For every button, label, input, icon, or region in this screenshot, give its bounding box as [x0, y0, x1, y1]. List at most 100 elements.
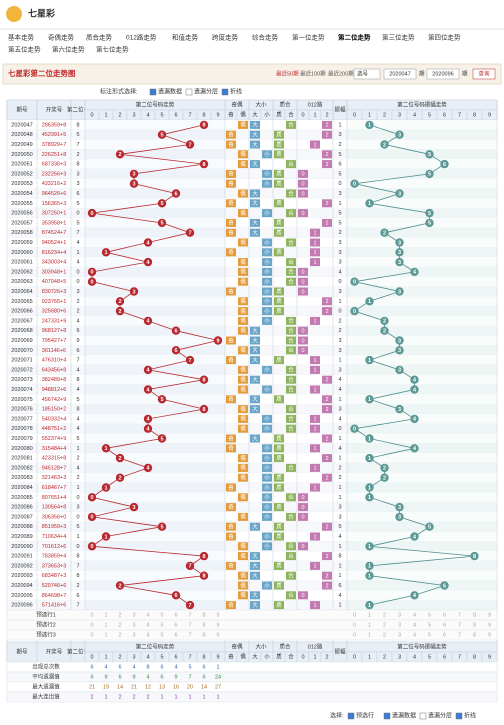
preselect-digit[interactable]: 1 [104, 612, 107, 618]
preselect-digit[interactable]: 2 [383, 612, 386, 618]
range-link[interactable]: 最近100期 [300, 69, 326, 77]
preselect-digit[interactable]: 6 [443, 622, 446, 628]
checkbox-label[interactable]: 折线 [464, 712, 476, 720]
nav-link[interactable]: 第五位走势 [8, 45, 41, 54]
preselect-digit[interactable]: 0 [353, 632, 356, 638]
preselect-digit[interactable]: 2 [118, 622, 121, 628]
preselect-digit[interactable]: 0 [353, 622, 356, 628]
preselect-digit[interactable]: 7 [458, 622, 461, 628]
preselect-digit[interactable]: 4 [413, 612, 416, 618]
preselect-digit[interactable]: 3 [398, 612, 401, 618]
nav-link[interactable]: 基本走势 [8, 33, 35, 42]
preselect-digit[interactable]: 0 [90, 632, 93, 638]
preselect-digit[interactable]: 8 [473, 632, 476, 638]
preselect-digit[interactable]: 9 [216, 632, 219, 638]
preselect-digit[interactable]: 6 [443, 612, 446, 618]
preselect-digit[interactable]: 3 [132, 632, 135, 638]
preselect-digit[interactable]: 3 [398, 622, 401, 628]
nav-link[interactable]: 奇偶走势 [48, 33, 75, 42]
preselect-digit[interactable]: 4 [413, 622, 416, 628]
checkbox[interactable] [149, 88, 157, 96]
preselect-digit[interactable]: 3 [132, 622, 135, 628]
checkbox-label[interactable]: 遗漏数据 [158, 88, 182, 96]
preselect-digit[interactable]: 4 [146, 612, 149, 618]
preselect-digit[interactable]: 2 [383, 622, 386, 628]
select-box[interactable] [353, 68, 381, 80]
nav-link[interactable]: 质合走势 [86, 33, 113, 42]
preselect-digit[interactable]: 3 [398, 632, 401, 638]
preselect-digit[interactable]: 9 [488, 612, 491, 618]
preselect-digit[interactable]: 4 [146, 632, 149, 638]
nav-link[interactable]: 综合走势 [252, 33, 279, 42]
checkbox[interactable] [221, 88, 229, 96]
header-sub: 5 [428, 654, 431, 660]
checkbox[interactable] [347, 712, 355, 720]
nav-link[interactable]: 跨度走势 [212, 33, 239, 42]
checkbox[interactable] [185, 88, 193, 96]
checkbox[interactable] [455, 712, 463, 720]
preselect-digit[interactable]: 7 [188, 622, 191, 628]
checkbox-label[interactable]: 预选行 [356, 712, 374, 720]
nav-link[interactable]: 第六位走势 [52, 45, 85, 54]
preselect-digit[interactable]: 5 [428, 622, 431, 628]
preselect-digit[interactable]: 8 [473, 612, 476, 618]
preselect-digit[interactable]: 1 [368, 612, 371, 618]
nav-link[interactable]: 第二位走势 [338, 33, 371, 42]
attr-text: 偶 [240, 150, 246, 158]
preselect-digit[interactable]: 2 [383, 632, 386, 638]
nav-link[interactable]: 和值走势 [172, 33, 199, 42]
preselect-digit[interactable]: 1 [104, 632, 107, 638]
input-to[interactable] [426, 68, 460, 80]
preselect-digit[interactable]: 6 [174, 612, 177, 618]
checkbox[interactable] [383, 712, 391, 720]
preselect-digit[interactable]: 3 [132, 612, 135, 618]
preselect-digit[interactable]: 6 [174, 632, 177, 638]
nav-link[interactable]: 012路走势 [126, 33, 157, 42]
preselect-digit[interactable]: 1 [368, 632, 371, 638]
checkbox-label[interactable]: 折线 [230, 88, 242, 96]
preselect-digit[interactable]: 7 [458, 632, 461, 638]
preselect-digit[interactable]: 7 [458, 612, 461, 618]
nav-link[interactable]: 第七位走势 [96, 45, 129, 54]
nav-link[interactable]: 第三位走势 [382, 33, 415, 42]
query-button-text[interactable]: 查询 [478, 69, 490, 77]
range-link[interactable]: 最近200期 [328, 69, 354, 77]
preselect-digit[interactable]: 7 [188, 612, 191, 618]
range-link[interactable]: 最近50期 [276, 69, 299, 77]
preselect-digit[interactable]: 1 [104, 622, 107, 628]
query-button[interactable] [472, 68, 496, 80]
preselect-digit[interactable]: 8 [202, 612, 205, 618]
input-from[interactable] [383, 68, 417, 80]
preselect-digit[interactable]: 0 [90, 612, 93, 618]
preselect-digit[interactable]: 9 [488, 622, 491, 628]
preselect-digit[interactable]: 6 [443, 632, 446, 638]
checkbox-label[interactable]: 遗漏分层 [428, 712, 452, 720]
preselect-digit[interactable]: 0 [90, 622, 93, 628]
preselect-digit[interactable]: 4 [413, 632, 416, 638]
nav-link[interactable]: 第一位走势 [292, 33, 325, 42]
checkbox-label[interactable]: 遗漏数据 [392, 712, 416, 720]
preselect-digit[interactable]: 1 [368, 622, 371, 628]
preselect-digit[interactable]: 7 [188, 632, 191, 638]
preselect-digit[interactable]: 6 [174, 622, 177, 628]
preselect-digit[interactable]: 8 [473, 622, 476, 628]
attr-text: 合 [288, 121, 294, 129]
preselect-digit[interactable]: 5 [160, 612, 163, 618]
preselect-digit[interactable]: 0 [353, 612, 356, 618]
preselect-digit[interactable]: 2 [118, 632, 121, 638]
preselect-digit[interactable]: 5 [160, 632, 163, 638]
preselect-digit[interactable]: 2 [118, 612, 121, 618]
checkbox[interactable] [419, 712, 427, 720]
preselect-digit[interactable]: 9 [216, 612, 219, 618]
preselect-digit[interactable]: 9 [488, 632, 491, 638]
nav-link[interactable]: 第四位走势 [428, 33, 461, 42]
preselect-digit[interactable]: 5 [160, 622, 163, 628]
preselect-digit[interactable]: 5 [428, 612, 431, 618]
preselect-digit[interactable]: 4 [146, 622, 149, 628]
checkbox-label[interactable]: 遗漏分层 [194, 88, 218, 96]
preselect-digit[interactable]: 8 [202, 622, 205, 628]
preselect-digit[interactable]: 9 [216, 622, 219, 628]
preselect-digit[interactable]: 5 [428, 632, 431, 638]
preselect-digit[interactable]: 8 [202, 632, 205, 638]
digit-ball-text: 9 [216, 338, 219, 344]
